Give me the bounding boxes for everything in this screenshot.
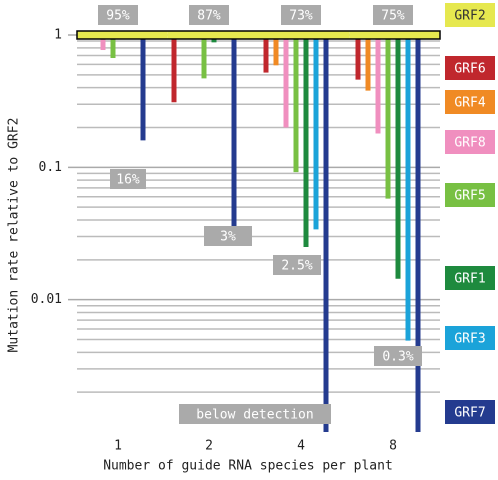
bottom-label: 16%	[116, 173, 140, 188]
x-tick-label: 4	[297, 439, 305, 454]
top-label-box	[373, 5, 413, 25]
top-label: 87%	[197, 9, 221, 24]
bottom-label-box	[374, 346, 422, 366]
legend-label: GRF7	[454, 406, 485, 421]
reference-outline	[76, 30, 441, 40]
legend-swatch	[445, 130, 495, 154]
legend-label: GRF8	[454, 136, 485, 151]
top-label-box	[189, 5, 229, 25]
x-tick-label: 1	[114, 439, 122, 454]
legend-label: GRF6	[454, 62, 485, 77]
reference-band	[167, 31, 259, 39]
y-tick-label: 0.01	[31, 292, 62, 307]
reference-band	[349, 31, 440, 39]
legend-swatch	[445, 90, 495, 114]
top-label: 73%	[289, 9, 313, 24]
bottom-label: 2.5%	[281, 259, 312, 274]
legend-swatch	[445, 400, 495, 424]
legend-label: GRF3	[454, 332, 485, 347]
reference-band	[258, 31, 350, 39]
bottom-label-box	[204, 226, 252, 246]
top-label: 75%	[381, 9, 405, 24]
top-label-box	[98, 5, 138, 25]
bottom-label-box	[273, 255, 321, 275]
y-tick-label: 0.1	[39, 160, 62, 175]
reference-band	[77, 31, 168, 39]
legend-label: GRF1	[454, 272, 485, 287]
x-axis-label: Number of guide RNA species per plant	[103, 459, 393, 474]
legend-swatch	[445, 266, 495, 290]
x-tick-label: 8	[389, 439, 397, 454]
legend-label: GRF4	[454, 96, 485, 111]
y-tick-label: 1	[54, 28, 62, 43]
bottom-label: 3%	[220, 230, 236, 245]
legend-label: GRF2	[454, 9, 485, 24]
y-axis-label: Mutation rate relative to GRF2	[7, 118, 22, 353]
bottom-label: 0.3%	[382, 350, 413, 365]
legend-swatch	[445, 183, 495, 207]
annotation: below detection	[196, 408, 313, 423]
x-tick-label: 2	[205, 439, 213, 454]
legend-swatch	[445, 56, 495, 80]
top-label: 95%	[106, 9, 130, 24]
legend-swatch	[445, 326, 495, 350]
annotation-box	[179, 404, 331, 424]
legend-label: GRF5	[454, 189, 485, 204]
legend-swatch	[445, 3, 495, 27]
bottom-label-box	[110, 169, 146, 189]
top-label-box	[281, 5, 321, 25]
